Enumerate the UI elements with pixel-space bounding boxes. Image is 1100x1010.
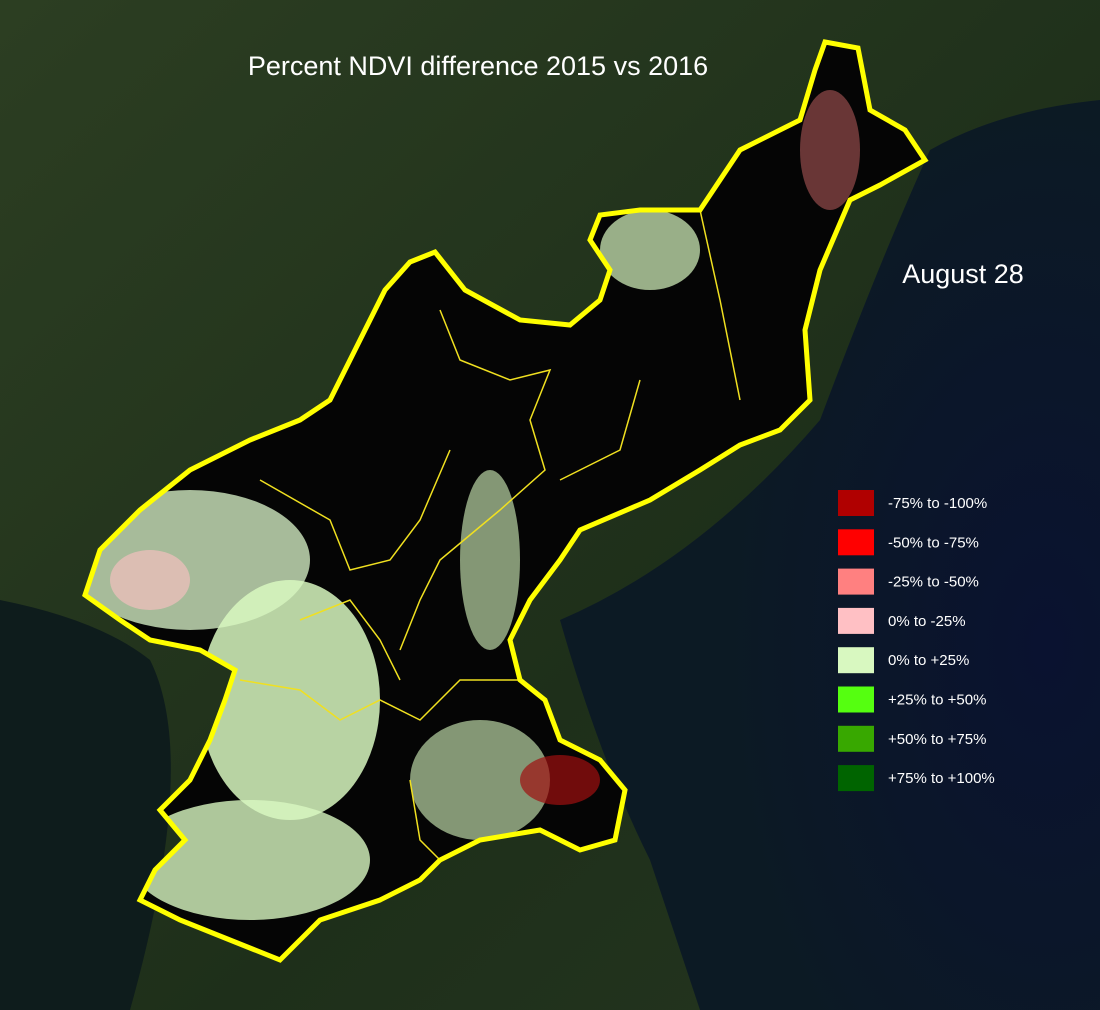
legend-label: +75% to +100% <box>888 770 995 787</box>
legend-swatch <box>838 568 874 595</box>
legend-swatch <box>838 529 874 556</box>
legend-swatch <box>838 725 874 752</box>
legend-label: 0% to -25% <box>888 613 966 630</box>
legend-swatch <box>838 607 874 634</box>
legend-label: -25% to -50% <box>888 574 979 591</box>
legend-label: -75% to -100% <box>888 495 987 512</box>
west-sea <box>0 600 171 1010</box>
legend-swatch <box>838 686 874 713</box>
legend-label: -50% to -75% <box>888 534 979 551</box>
legend-swatch <box>838 647 874 674</box>
legend-swatch <box>838 490 874 516</box>
legend-label: +25% to +50% <box>888 691 986 708</box>
legend-swatch <box>838 765 874 792</box>
legend: -75% to -100% -50% to -75% -25% to -50% 0% … <box>838 490 995 792</box>
date-label: August 28 <box>902 259 1024 289</box>
legend-label: 0% to +25% <box>888 652 969 669</box>
legend-label: +50% to +75% <box>888 731 986 748</box>
east-sea <box>560 100 1100 1010</box>
map-title: Percent NDVI difference 2015 vs 2016 <box>248 51 708 81</box>
province-borders <box>239 209 741 861</box>
